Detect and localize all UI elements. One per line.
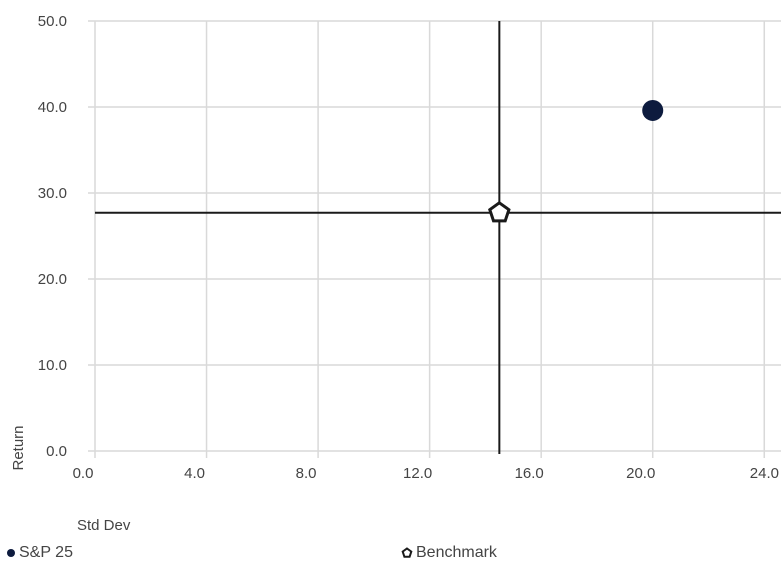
- legend-item-sp25[interactable]: S&P 25: [6, 544, 73, 562]
- x-tick-label: 24.0: [750, 465, 779, 482]
- y-tick-label: 20.0: [38, 271, 67, 288]
- y-tick-label: 0.0: [46, 443, 67, 460]
- pentagon-marker-icon: [401, 547, 413, 558]
- y-tick-label: 10.0: [38, 357, 67, 374]
- x-tick-label: 16.0: [515, 465, 544, 482]
- benchmark-crosshair: [95, 21, 781, 454]
- tick-labels: 0.0 10.0 20.0 30.0 40.0 50.0 0.0 4.0 8.0 12.0 16.0…: [38, 13, 779, 482]
- x-tick-label: 20.0: [626, 465, 655, 482]
- x-tick-label: 12.0: [403, 465, 432, 482]
- x-axis-title: Std Dev: [77, 517, 131, 534]
- y-tick-label: 40.0: [38, 99, 67, 116]
- x-tick-label: 4.0: [184, 465, 205, 482]
- circle-marker-icon: [7, 549, 15, 557]
- point-sp25: [642, 99, 664, 121]
- grid-lines: [88, 20, 781, 458]
- y-axis-title: Return: [10, 425, 27, 470]
- data-points: [488, 99, 664, 223]
- x-tick-label: 0.0: [73, 465, 94, 482]
- legend-item-benchmark[interactable]: Benchmark: [401, 544, 497, 562]
- x-tick-label: 8.0: [296, 465, 317, 482]
- y-tick-label: 50.0: [38, 13, 67, 30]
- y-tick-label: 30.0: [38, 185, 67, 202]
- point-benchmark: [488, 200, 511, 223]
- legend: S&P 25 Benchmark: [0, 544, 781, 564]
- legend-label-sp25: S&P 25: [19, 544, 73, 561]
- legend-label-benchmark: Benchmark: [416, 544, 497, 561]
